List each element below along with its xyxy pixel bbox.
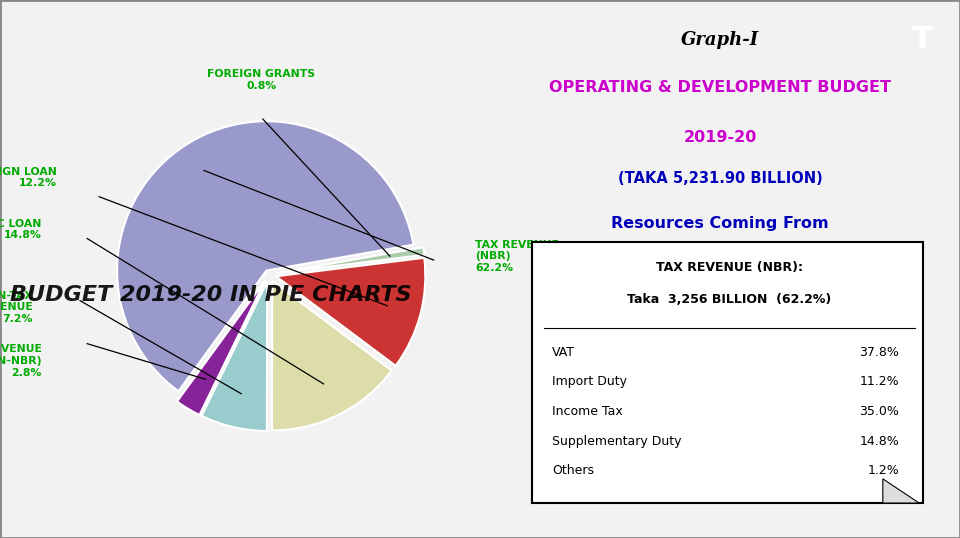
Text: TAX REVENUE (NBR):: TAX REVENUE (NBR):: [656, 261, 804, 274]
Wedge shape: [117, 121, 414, 391]
Text: TAX REVENUE
(NBR)
62.2%: TAX REVENUE (NBR) 62.2%: [475, 240, 559, 273]
Text: FOREIGN LOAN
12.2%: FOREIGN LOAN 12.2%: [0, 167, 57, 188]
FancyBboxPatch shape: [532, 242, 924, 503]
Text: FOREIGN GRANTS
0.8%: FOREIGN GRANTS 0.8%: [207, 69, 315, 91]
Text: Supplementary Duty: Supplementary Duty: [552, 435, 682, 448]
Text: Resources Coming From: Resources Coming From: [612, 216, 828, 231]
Text: Others: Others: [552, 464, 594, 477]
Text: 2019-20: 2019-20: [684, 130, 756, 145]
Wedge shape: [272, 281, 392, 430]
Text: VAT: VAT: [552, 346, 575, 359]
Text: Income Tax: Income Tax: [552, 405, 623, 418]
Text: NON-TAX
REVENUE
7.2%: NON-TAX REVENUE 7.2%: [0, 291, 33, 324]
Wedge shape: [276, 247, 424, 273]
Text: TAX REVENUE
(NON-NBR)
2.8%: TAX REVENUE (NON-NBR) 2.8%: [0, 344, 42, 378]
Wedge shape: [202, 282, 267, 431]
Wedge shape: [177, 281, 265, 415]
Text: 1.2%: 1.2%: [867, 464, 899, 477]
Polygon shape: [883, 479, 919, 503]
Text: BUDGET 2019-20 IN PIE CHARTS: BUDGET 2019-20 IN PIE CHARTS: [10, 285, 411, 305]
Text: DOMESTIC LOAN
14.8%: DOMESTIC LOAN 14.8%: [0, 219, 42, 240]
Text: Taka  3,256 BILLION  (62.2%): Taka 3,256 BILLION (62.2%): [628, 293, 831, 306]
Text: 35.0%: 35.0%: [859, 405, 899, 418]
Text: (TAKA 5,231.90 BILLION): (TAKA 5,231.90 BILLION): [617, 171, 823, 186]
Text: OPERATING & DEVELOPMENT BUDGET: OPERATING & DEVELOPMENT BUDGET: [549, 80, 891, 95]
Text: Import Duty: Import Duty: [552, 376, 627, 388]
Wedge shape: [276, 258, 425, 366]
Text: T: T: [912, 25, 933, 53]
Text: Graph-I: Graph-I: [681, 31, 759, 48]
Text: 37.8%: 37.8%: [859, 346, 899, 359]
Text: 11.2%: 11.2%: [859, 376, 899, 388]
Text: 14.8%: 14.8%: [859, 435, 899, 448]
